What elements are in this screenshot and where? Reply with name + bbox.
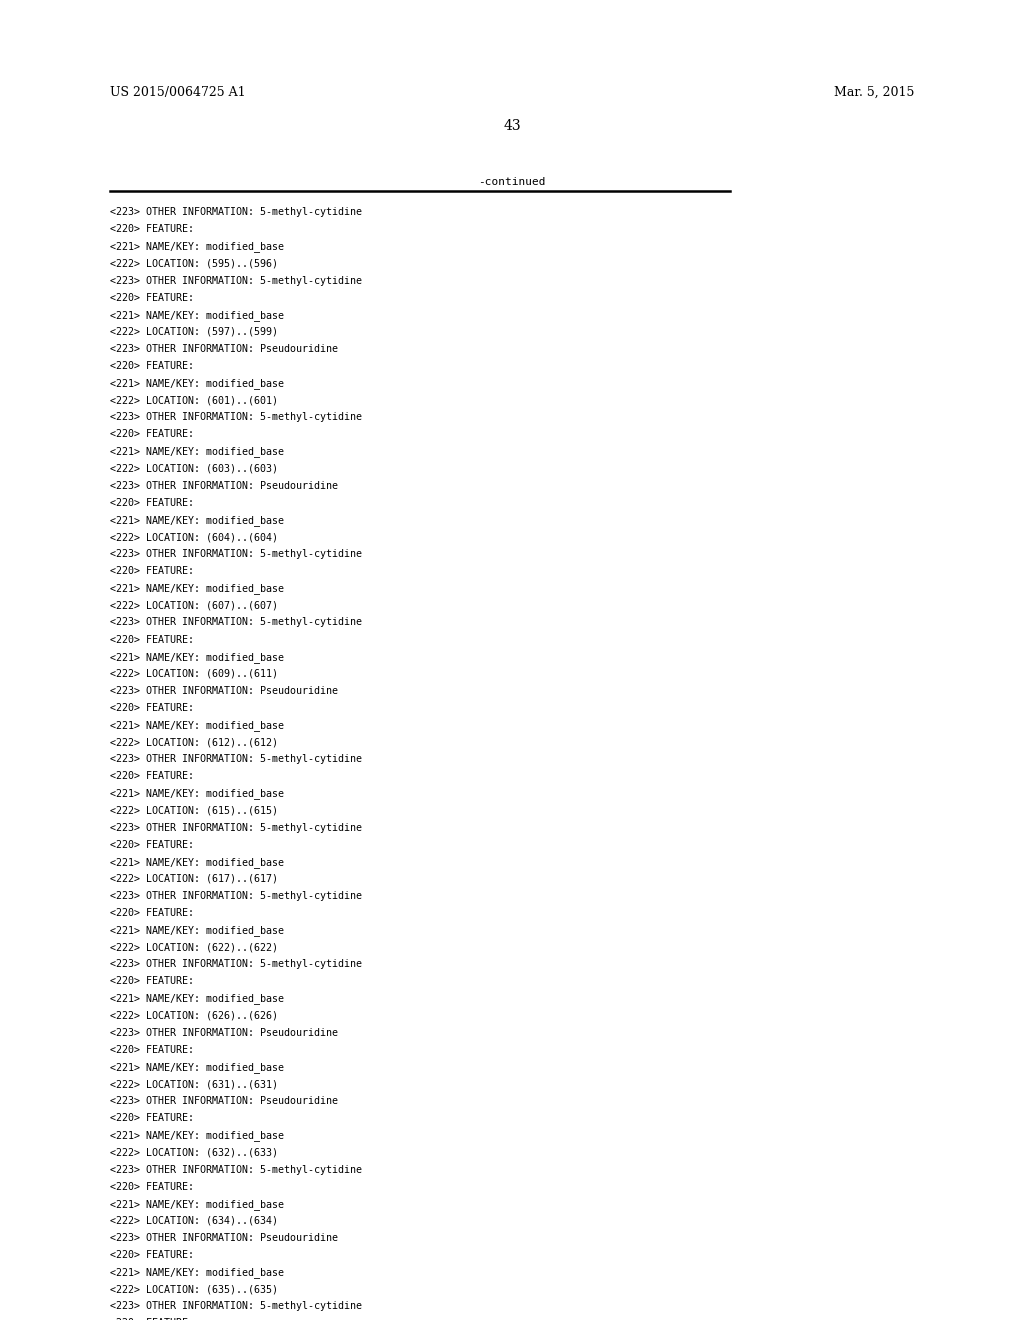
- Text: <221> NAME/KEY: modified_base: <221> NAME/KEY: modified_base: [110, 1061, 284, 1073]
- Text: <223> OTHER INFORMATION: Pseudouridine: <223> OTHER INFORMATION: Pseudouridine: [110, 480, 338, 491]
- Text: <220> FEATURE:: <220> FEATURE:: [110, 293, 194, 302]
- Text: <220> FEATURE:: <220> FEATURE:: [110, 635, 194, 644]
- Text: <223> OTHER INFORMATION: Pseudouridine: <223> OTHER INFORMATION: Pseudouridine: [110, 1028, 338, 1038]
- Text: <222> LOCATION: (601)..(601): <222> LOCATION: (601)..(601): [110, 395, 278, 405]
- Text: <220> FEATURE:: <220> FEATURE:: [110, 704, 194, 713]
- Text: <221> NAME/KEY: modified_base: <221> NAME/KEY: modified_base: [110, 1130, 284, 1142]
- Text: <220> FEATURE:: <220> FEATURE:: [110, 771, 194, 781]
- Text: <223> OTHER INFORMATION: 5-methyl-cytidine: <223> OTHER INFORMATION: 5-methyl-cytidi…: [110, 960, 361, 969]
- Text: <220> FEATURE:: <220> FEATURE:: [110, 1113, 194, 1123]
- Text: <221> NAME/KEY: modified_base: <221> NAME/KEY: modified_base: [110, 788, 284, 800]
- Text: <220> FEATURE:: <220> FEATURE:: [110, 429, 194, 440]
- Text: 43: 43: [503, 119, 521, 133]
- Text: <220> FEATURE:: <220> FEATURE:: [110, 566, 194, 577]
- Text: <222> LOCATION: (604)..(604): <222> LOCATION: (604)..(604): [110, 532, 278, 543]
- Text: <223> OTHER INFORMATION: 5-methyl-cytidine: <223> OTHER INFORMATION: 5-methyl-cytidi…: [110, 1164, 361, 1175]
- Text: <222> LOCATION: (603)..(603): <222> LOCATION: (603)..(603): [110, 463, 278, 474]
- Text: <222> LOCATION: (615)..(615): <222> LOCATION: (615)..(615): [110, 805, 278, 816]
- Text: <223> OTHER INFORMATION: 5-methyl-cytidine: <223> OTHER INFORMATION: 5-methyl-cytidi…: [110, 207, 361, 218]
- Text: <220> FEATURE:: <220> FEATURE:: [110, 1319, 194, 1320]
- Text: <220> FEATURE:: <220> FEATURE:: [110, 840, 194, 850]
- Text: <222> LOCATION: (595)..(596): <222> LOCATION: (595)..(596): [110, 259, 278, 268]
- Text: <222> LOCATION: (607)..(607): <222> LOCATION: (607)..(607): [110, 601, 278, 610]
- Text: <222> LOCATION: (617)..(617): <222> LOCATION: (617)..(617): [110, 874, 278, 884]
- Text: <222> LOCATION: (622)..(622): <222> LOCATION: (622)..(622): [110, 942, 278, 952]
- Text: <221> NAME/KEY: modified_base: <221> NAME/KEY: modified_base: [110, 925, 284, 936]
- Text: <221> NAME/KEY: modified_base: <221> NAME/KEY: modified_base: [110, 515, 284, 525]
- Text: <223> OTHER INFORMATION: 5-methyl-cytidine: <223> OTHER INFORMATION: 5-methyl-cytidi…: [110, 412, 361, 422]
- Text: <223> OTHER INFORMATION: 5-methyl-cytidine: <223> OTHER INFORMATION: 5-methyl-cytidi…: [110, 822, 361, 833]
- Text: <223> OTHER INFORMATION: Pseudouridine: <223> OTHER INFORMATION: Pseudouridine: [110, 686, 338, 696]
- Text: <221> NAME/KEY: modified_base: <221> NAME/KEY: modified_base: [110, 857, 284, 867]
- Text: <220> FEATURE:: <220> FEATURE:: [110, 224, 194, 235]
- Text: <220> FEATURE:: <220> FEATURE:: [110, 1181, 194, 1192]
- Text: <223> OTHER INFORMATION: 5-methyl-cytidine: <223> OTHER INFORMATION: 5-methyl-cytidi…: [110, 276, 361, 285]
- Text: <222> LOCATION: (631)..(631): <222> LOCATION: (631)..(631): [110, 1078, 278, 1089]
- Text: <223> OTHER INFORMATION: 5-methyl-cytidine: <223> OTHER INFORMATION: 5-methyl-cytidi…: [110, 549, 361, 560]
- Text: <222> LOCATION: (634)..(634): <222> LOCATION: (634)..(634): [110, 1216, 278, 1226]
- Text: <220> FEATURE:: <220> FEATURE:: [110, 1250, 194, 1261]
- Text: <221> NAME/KEY: modified_base: <221> NAME/KEY: modified_base: [110, 378, 284, 389]
- Text: <222> LOCATION: (597)..(599): <222> LOCATION: (597)..(599): [110, 327, 278, 337]
- Text: -continued: -continued: [478, 177, 546, 187]
- Text: <220> FEATURE:: <220> FEATURE:: [110, 362, 194, 371]
- Text: <221> NAME/KEY: modified_base: <221> NAME/KEY: modified_base: [110, 310, 284, 321]
- Text: <221> NAME/KEY: modified_base: <221> NAME/KEY: modified_base: [110, 446, 284, 458]
- Text: <222> LOCATION: (632)..(633): <222> LOCATION: (632)..(633): [110, 1147, 278, 1158]
- Text: <223> OTHER INFORMATION: 5-methyl-cytidine: <223> OTHER INFORMATION: 5-methyl-cytidi…: [110, 891, 361, 902]
- Text: <223> OTHER INFORMATION: 5-methyl-cytidine: <223> OTHER INFORMATION: 5-methyl-cytidi…: [110, 754, 361, 764]
- Text: <221> NAME/KEY: modified_base: <221> NAME/KEY: modified_base: [110, 583, 284, 594]
- Text: <223> OTHER INFORMATION: 5-methyl-cytidine: <223> OTHER INFORMATION: 5-methyl-cytidi…: [110, 618, 361, 627]
- Text: <220> FEATURE:: <220> FEATURE:: [110, 977, 194, 986]
- Text: <221> NAME/KEY: modified_base: <221> NAME/KEY: modified_base: [110, 242, 284, 252]
- Text: <222> LOCATION: (626)..(626): <222> LOCATION: (626)..(626): [110, 1011, 278, 1020]
- Text: <223> OTHER INFORMATION: 5-methyl-cytidine: <223> OTHER INFORMATION: 5-methyl-cytidi…: [110, 1302, 361, 1311]
- Text: Mar. 5, 2015: Mar. 5, 2015: [835, 86, 914, 99]
- Text: <221> NAME/KEY: modified_base: <221> NAME/KEY: modified_base: [110, 721, 284, 731]
- Text: <221> NAME/KEY: modified_base: <221> NAME/KEY: modified_base: [110, 1199, 284, 1209]
- Text: <223> OTHER INFORMATION: Pseudouridine: <223> OTHER INFORMATION: Pseudouridine: [110, 1096, 338, 1106]
- Text: <221> NAME/KEY: modified_base: <221> NAME/KEY: modified_base: [110, 994, 284, 1005]
- Text: <221> NAME/KEY: modified_base: <221> NAME/KEY: modified_base: [110, 652, 284, 663]
- Text: <222> LOCATION: (609)..(611): <222> LOCATION: (609)..(611): [110, 669, 278, 678]
- Text: <220> FEATURE:: <220> FEATURE:: [110, 498, 194, 508]
- Text: <221> NAME/KEY: modified_base: <221> NAME/KEY: modified_base: [110, 1267, 284, 1278]
- Text: <223> OTHER INFORMATION: Pseudouridine: <223> OTHER INFORMATION: Pseudouridine: [110, 1233, 338, 1243]
- Text: US 2015/0064725 A1: US 2015/0064725 A1: [110, 86, 245, 99]
- Text: <222> LOCATION: (635)..(635): <222> LOCATION: (635)..(635): [110, 1284, 278, 1294]
- Text: <223> OTHER INFORMATION: Pseudouridine: <223> OTHER INFORMATION: Pseudouridine: [110, 345, 338, 354]
- Text: <220> FEATURE:: <220> FEATURE:: [110, 908, 194, 919]
- Text: <220> FEATURE:: <220> FEATURE:: [110, 1045, 194, 1055]
- Text: <222> LOCATION: (612)..(612): <222> LOCATION: (612)..(612): [110, 737, 278, 747]
